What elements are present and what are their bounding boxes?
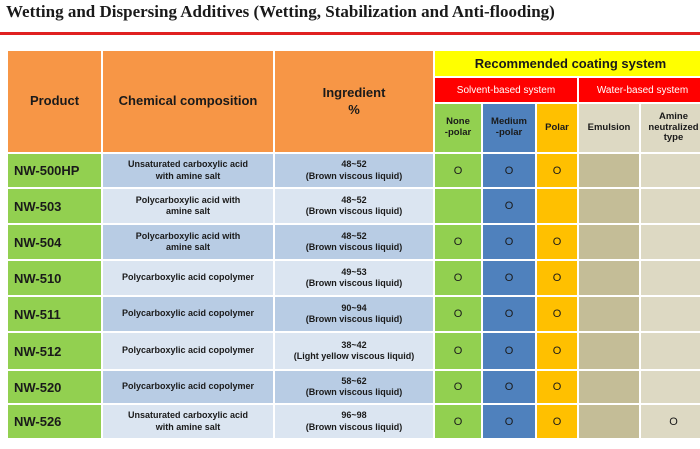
- emulsion-mark: [579, 371, 639, 403]
- polar-mark: O: [537, 261, 577, 295]
- ingredient-cell: 48~52 (Brown viscous liquid): [275, 225, 433, 259]
- ingredient-cell: 96~98 (Brown viscous liquid): [275, 405, 433, 438]
- header-ingredient: Ingredient %: [275, 51, 433, 152]
- product-cell: NW-512: [8, 333, 101, 369]
- polar-mark: O: [537, 333, 577, 369]
- emulsion-mark: [579, 261, 639, 295]
- medium-polar-mark: O: [483, 333, 535, 369]
- header-water-system: Water-based system: [579, 78, 700, 102]
- polar-mark: O: [537, 371, 577, 403]
- medium-polar-mark: O: [483, 225, 535, 259]
- ingredient-cell: 38~42 (Light yellow viscous liquid): [275, 333, 433, 369]
- medium-polar-mark: O: [483, 405, 535, 438]
- header-solvent-system: Solvent-based system: [435, 78, 577, 102]
- emulsion-mark: [579, 225, 639, 259]
- composition-cell: Polycarboxylic acid copolymer: [103, 371, 273, 403]
- page-title: Wetting and Dispersing Additives (Wettin…: [6, 2, 555, 21]
- product-cell: NW-500HP: [8, 154, 101, 187]
- header-composition: Chemical composition: [103, 51, 273, 152]
- composition-cell: Polycarboxylic acid copolymer: [103, 261, 273, 295]
- ingredient-cell: 48~52 (Brown viscous liquid): [275, 189, 433, 223]
- amine-neutralized-mark: [641, 297, 700, 331]
- polar-mark: O: [537, 154, 577, 187]
- non-polar-mark: O: [435, 405, 481, 438]
- composition-cell: Unsaturated carboxylic acid with amine s…: [103, 405, 273, 438]
- composition-cell: Polycarboxylic acid with amine salt: [103, 189, 273, 223]
- additives-table: Product Chemical composition Ingredient …: [8, 51, 700, 446]
- medium-polar-mark: O: [483, 154, 535, 187]
- emulsion-mark: [579, 154, 639, 187]
- emulsion-mark: [579, 189, 639, 223]
- medium-polar-mark: O: [483, 297, 535, 331]
- header-amine-neutralized: Amine neutralized type: [641, 104, 700, 152]
- amine-neutralized-mark: [641, 225, 700, 259]
- product-cell: NW-504: [8, 225, 101, 259]
- polar-mark: [537, 189, 577, 223]
- emulsion-mark: [579, 297, 639, 331]
- header-recommended: Recommended coating system: [435, 51, 700, 76]
- composition-cell: Polycarboxylic acid copolymer: [103, 333, 273, 369]
- ingredient-cell: 48~52 (Brown viscous liquid): [275, 154, 433, 187]
- emulsion-mark: [579, 333, 639, 369]
- non-polar-mark: O: [435, 225, 481, 259]
- non-polar-mark: O: [435, 154, 481, 187]
- amine-neutralized-mark: [641, 261, 700, 295]
- composition-cell: Unsaturated carboxylic acid with amine s…: [103, 154, 273, 187]
- polar-mark: O: [537, 405, 577, 438]
- header-product: Product: [8, 51, 101, 152]
- medium-polar-mark: O: [483, 189, 535, 223]
- title-underline: [0, 32, 700, 35]
- emulsion-mark: [579, 405, 639, 438]
- header-emulsion: Emulsion: [579, 104, 639, 152]
- ingredient-cell: 49~53 (Brown viscous liquid): [275, 261, 433, 295]
- polar-mark: O: [537, 225, 577, 259]
- product-cell: NW-503: [8, 189, 101, 223]
- ingredient-cell: 90~94 (Brown viscous liquid): [275, 297, 433, 331]
- composition-cell: Polycarboxylic acid copolymer: [103, 297, 273, 331]
- amine-neutralized-mark: [641, 189, 700, 223]
- header-medium-polar: Medium -polar: [483, 104, 535, 152]
- product-cell: NW-510: [8, 261, 101, 295]
- product-cell: NW-520: [8, 371, 101, 403]
- amine-neutralized-mark: [641, 371, 700, 403]
- product-cell: NW-526: [8, 405, 101, 438]
- polar-mark: O: [537, 297, 577, 331]
- non-polar-mark: O: [435, 333, 481, 369]
- amine-neutralized-mark: [641, 154, 700, 187]
- non-polar-mark: O: [435, 371, 481, 403]
- amine-neutralized-mark: [641, 333, 700, 369]
- non-polar-mark: [435, 189, 481, 223]
- non-polar-mark: O: [435, 297, 481, 331]
- header-non-polar: None -polar: [435, 104, 481, 152]
- product-cell: NW-511: [8, 297, 101, 331]
- ingredient-cell: 58~62 (Brown viscous liquid): [275, 371, 433, 403]
- composition-cell: Polycarboxylic acid with amine salt: [103, 225, 273, 259]
- non-polar-mark: O: [435, 261, 481, 295]
- medium-polar-mark: O: [483, 261, 535, 295]
- medium-polar-mark: O: [483, 371, 535, 403]
- amine-neutralized-mark: O: [641, 405, 700, 438]
- header-polar: Polar: [537, 104, 577, 152]
